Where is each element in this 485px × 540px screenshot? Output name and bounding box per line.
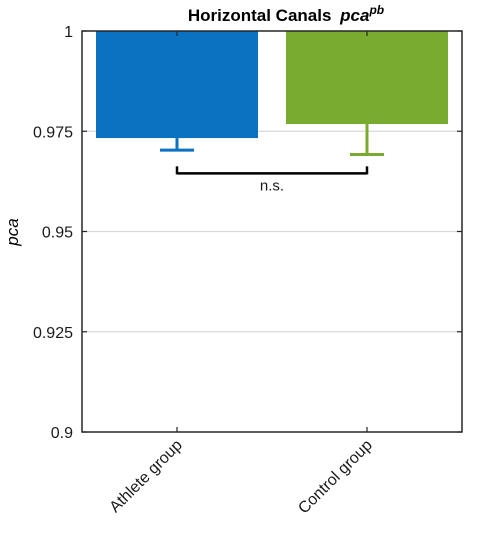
y-tick-label: 0.975 [33, 124, 73, 141]
grid-lines [82, 130, 462, 333]
significance-label: n.s. [260, 177, 284, 194]
chart-title-superscript: pb [368, 3, 384, 17]
y-tick-label: 0.925 [33, 325, 73, 342]
error-bars [160, 124, 384, 157]
y-tick-label: 1 [64, 24, 73, 41]
x-tick-label: Control group [295, 437, 376, 518]
x-tick-label: Athlete group [106, 437, 185, 516]
bar [96, 31, 258, 139]
y-tick-label: 0.95 [42, 225, 73, 242]
y-tick-label: 0.9 [51, 425, 73, 442]
chart-title-italic: pca [339, 6, 369, 25]
significance-bracket [175, 166, 369, 175]
chart-title-text: Horizontal Canals [188, 6, 332, 25]
bar [286, 31, 448, 125]
chart-title: Horizontal Canals pcapb [188, 3, 384, 25]
bars [96, 31, 448, 139]
y-axis-label: pca [3, 218, 22, 246]
y-axis-ticks: 0.9 0.925 0.95 0.975 1 [33, 24, 462, 442]
